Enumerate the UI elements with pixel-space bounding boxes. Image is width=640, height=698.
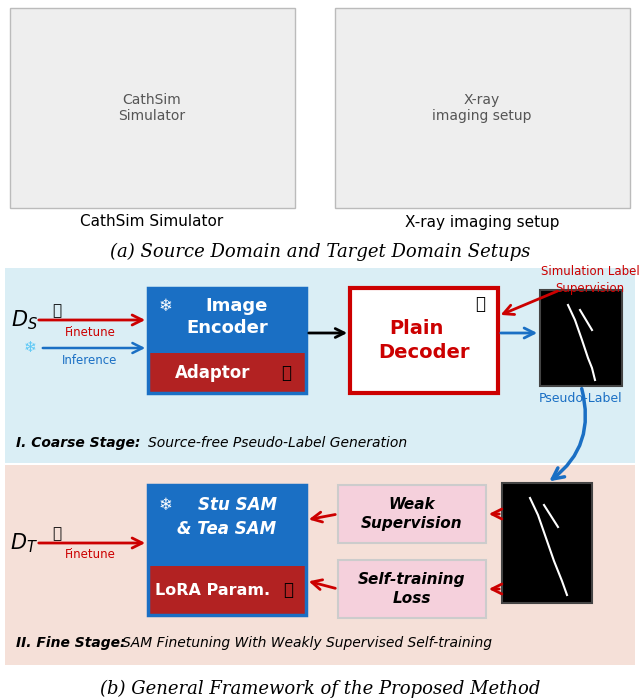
- Bar: [148, 353, 306, 393]
- Bar: [5, 268, 635, 463]
- Bar: [0, 0, 640, 270]
- Text: I. Coarse Stage:: I. Coarse Stage:: [16, 436, 140, 450]
- Text: (b) General Framework of the Proposed Method: (b) General Framework of the Proposed Me…: [100, 680, 540, 698]
- Text: Self-training
Loss: Self-training Loss: [358, 572, 466, 606]
- Text: (a) Source Domain and Target Domain Setups: (a) Source Domain and Target Domain Setu…: [110, 243, 530, 261]
- Bar: [5, 465, 635, 665]
- Bar: [148, 485, 306, 565]
- Bar: [335, 8, 630, 208]
- Text: II. Fine Stage:: II. Fine Stage:: [16, 636, 125, 650]
- Text: Source-free Pseudo-Label Generation: Source-free Pseudo-Label Generation: [148, 436, 407, 450]
- Bar: [148, 288, 306, 393]
- Text: CathSim Simulator: CathSim Simulator: [81, 214, 223, 230]
- Text: Weak
Supervision: Weak Supervision: [361, 497, 463, 530]
- Text: 🔥: 🔥: [281, 364, 291, 382]
- Text: Finetune: Finetune: [65, 549, 115, 561]
- Text: & Tea SAM: & Tea SAM: [177, 520, 276, 538]
- Text: Inference: Inference: [62, 353, 118, 366]
- Text: X-ray
imaging setup: X-ray imaging setup: [432, 93, 532, 123]
- Text: SAM Finetuning With Weakly Supervised Self-training: SAM Finetuning With Weakly Supervised Se…: [122, 636, 492, 650]
- Bar: [502, 483, 592, 603]
- Text: ❄: ❄: [158, 496, 172, 514]
- Text: 🔥: 🔥: [52, 526, 61, 542]
- Bar: [350, 288, 498, 393]
- Text: ❄: ❄: [158, 297, 172, 315]
- Text: Pseudo-Label: Pseudo-Label: [539, 392, 623, 406]
- Text: Encoder: Encoder: [186, 319, 268, 337]
- Text: Image: Image: [206, 297, 268, 315]
- Text: $D_T$: $D_T$: [10, 531, 38, 555]
- Text: LoRA Param.: LoRA Param.: [156, 583, 271, 597]
- Text: Simulation Label
Supervision: Simulation Label Supervision: [541, 265, 639, 295]
- Text: 🔥: 🔥: [52, 304, 61, 318]
- Bar: [338, 560, 486, 618]
- Text: Stu SAM: Stu SAM: [198, 496, 276, 514]
- Text: Adaptor: Adaptor: [175, 364, 251, 382]
- Text: ❄: ❄: [24, 341, 36, 355]
- Bar: [540, 290, 622, 386]
- Text: 🔥: 🔥: [475, 295, 485, 313]
- Text: 🔥: 🔥: [283, 581, 293, 600]
- Text: Decoder: Decoder: [378, 343, 470, 362]
- Bar: [148, 565, 306, 615]
- Text: Plain: Plain: [389, 318, 443, 338]
- Bar: [10, 8, 295, 208]
- Text: $D_S$: $D_S$: [10, 309, 38, 332]
- Bar: [148, 485, 306, 615]
- Text: Finetune: Finetune: [65, 325, 115, 339]
- Text: CathSim
Simulator: CathSim Simulator: [118, 93, 186, 123]
- Text: X-ray imaging setup: X-ray imaging setup: [404, 214, 559, 230]
- Bar: [338, 485, 486, 543]
- Bar: [148, 288, 306, 353]
